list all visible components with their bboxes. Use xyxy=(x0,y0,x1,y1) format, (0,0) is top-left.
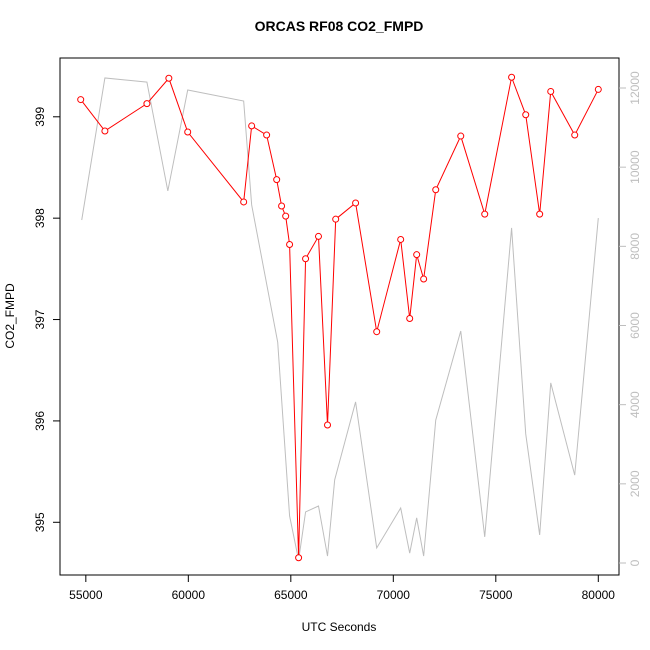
series-line xyxy=(80,75,599,558)
point xyxy=(420,275,428,283)
point xyxy=(184,128,192,136)
point xyxy=(571,131,579,139)
y-axis-label: CO2_FMPD xyxy=(3,283,17,349)
plot-frame xyxy=(59,57,620,576)
point xyxy=(536,210,544,218)
point xyxy=(324,421,332,429)
point xyxy=(373,328,381,336)
y2-tick-label: 6000 xyxy=(628,312,642,339)
x-axis-label: UTC Seconds xyxy=(302,620,377,634)
y2-tick-label: 10000 xyxy=(628,150,642,184)
x-tick-label: 60000 xyxy=(172,588,206,602)
point xyxy=(165,74,173,82)
y2-tick-label: 12000 xyxy=(628,71,642,105)
x-tick-label: 65000 xyxy=(274,588,308,602)
point xyxy=(240,198,248,206)
x-tick-label: 55000 xyxy=(69,588,103,602)
point xyxy=(547,87,555,95)
y2-tick-label: 4000 xyxy=(628,391,642,418)
point xyxy=(263,131,271,139)
x-tick-label: 75000 xyxy=(479,588,513,602)
point xyxy=(302,255,310,263)
point xyxy=(248,122,256,130)
point xyxy=(432,186,440,194)
point xyxy=(273,176,281,184)
point xyxy=(143,100,151,108)
series-line xyxy=(81,77,599,561)
y2-tick-label: 0 xyxy=(628,559,642,566)
point xyxy=(278,202,286,210)
point xyxy=(413,251,421,259)
y-tick-label: 396 xyxy=(33,411,47,431)
point xyxy=(77,96,85,104)
x-tick-label: 80000 xyxy=(582,588,616,602)
point xyxy=(101,127,109,135)
y-tick-label: 399 xyxy=(33,106,47,126)
y2-tick-label: 2000 xyxy=(628,470,642,497)
y-tick-label: 398 xyxy=(33,208,47,228)
point xyxy=(314,232,322,240)
point xyxy=(332,215,340,223)
chart-title: ORCAS RF08 CO2_FMPD xyxy=(255,18,424,34)
y-tick-label: 397 xyxy=(33,309,47,329)
point xyxy=(352,199,360,207)
x-tick-label: 70000 xyxy=(377,588,411,602)
point xyxy=(522,111,530,119)
point xyxy=(282,212,290,220)
point xyxy=(295,554,303,562)
point xyxy=(594,85,602,93)
point xyxy=(508,73,516,81)
point xyxy=(481,210,489,218)
y2-tick-label: 8000 xyxy=(628,233,642,260)
point xyxy=(406,315,414,323)
y-tick-label: 395 xyxy=(33,512,47,532)
point xyxy=(286,241,294,249)
point xyxy=(457,132,465,140)
point xyxy=(397,235,405,243)
